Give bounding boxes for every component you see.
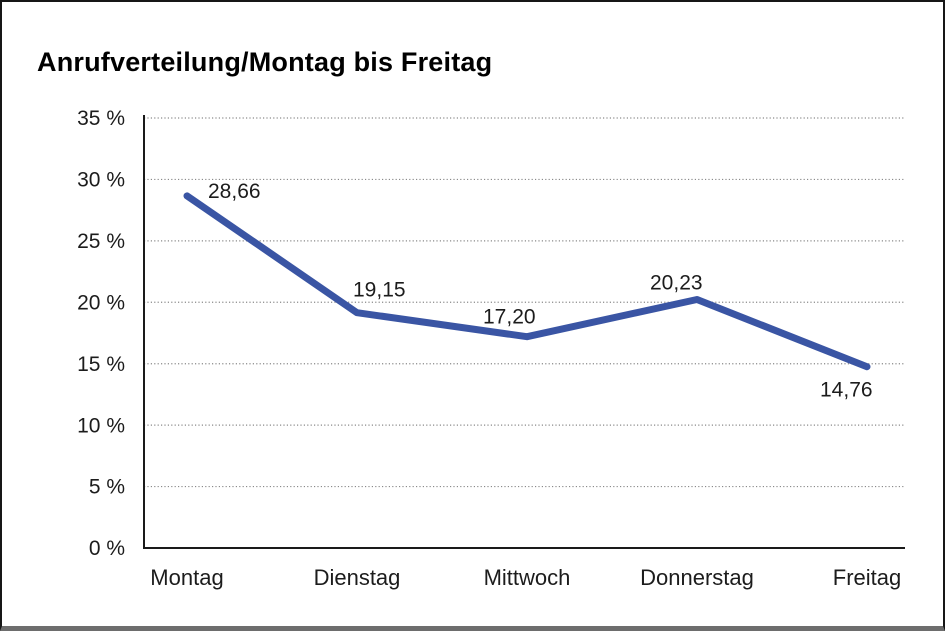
y-tick-label: 0 % xyxy=(89,537,125,560)
data-value-label: 17,20 xyxy=(483,306,536,329)
x-category-label: Mittwoch xyxy=(484,565,571,590)
data-value-label: 14,76 xyxy=(820,379,873,402)
y-tick-label: 30 % xyxy=(77,169,125,192)
chart-title: Anrufverteilung/Montag bis Freitag xyxy=(37,47,493,78)
y-tick-label: 10 % xyxy=(77,414,125,437)
y-tick-label: 25 % xyxy=(77,230,125,253)
data-value-label: 20,23 xyxy=(650,271,703,294)
data-value-label: 19,15 xyxy=(353,279,406,302)
series-line xyxy=(183,192,871,371)
x-category-label: Donnerstag xyxy=(640,565,754,590)
x-category-label: Dienstag xyxy=(314,565,401,590)
data-value-label: 28,66 xyxy=(208,180,261,203)
y-tick-label: 15 % xyxy=(77,353,125,376)
x-category-label: Freitag xyxy=(833,565,901,590)
x-category-label: Montag xyxy=(150,565,223,590)
y-tick-label: 20 % xyxy=(77,291,125,314)
y-tick-label: 5 % xyxy=(89,476,125,499)
y-tick-label: 35 % xyxy=(77,107,125,130)
